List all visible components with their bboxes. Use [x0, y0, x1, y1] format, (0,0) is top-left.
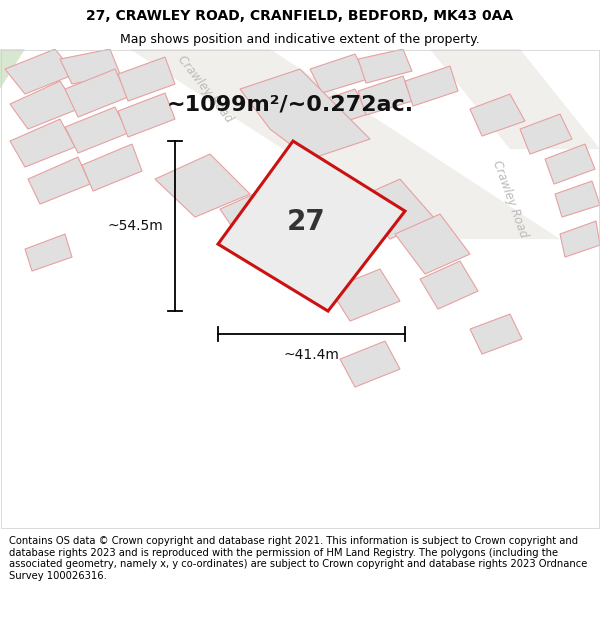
Polygon shape [470, 94, 525, 136]
Polygon shape [25, 234, 72, 271]
Polygon shape [560, 221, 600, 257]
Polygon shape [330, 269, 400, 321]
Polygon shape [155, 154, 250, 217]
Polygon shape [358, 49, 412, 83]
Text: 27, CRAWLEY ROAD, CRANFIELD, BEDFORD, MK43 0AA: 27, CRAWLEY ROAD, CRANFIELD, BEDFORD, MK… [86, 9, 514, 23]
Polygon shape [358, 76, 412, 115]
Polygon shape [218, 141, 405, 311]
Polygon shape [10, 119, 75, 167]
Polygon shape [470, 314, 522, 354]
Text: Crawley Road: Crawley Road [490, 159, 530, 239]
Text: Contains OS data © Crown copyright and database right 2021. This information is : Contains OS data © Crown copyright and d… [9, 536, 587, 581]
Polygon shape [310, 54, 368, 93]
Polygon shape [65, 69, 128, 117]
Polygon shape [355, 179, 435, 239]
Text: ~54.5m: ~54.5m [107, 219, 163, 233]
Polygon shape [240, 69, 370, 159]
Polygon shape [340, 341, 400, 387]
Polygon shape [405, 66, 458, 106]
Polygon shape [310, 89, 368, 129]
Text: Map shows position and indicative extent of the property.: Map shows position and indicative extent… [120, 32, 480, 46]
Polygon shape [420, 261, 478, 309]
Polygon shape [130, 49, 560, 239]
Polygon shape [118, 57, 175, 101]
Polygon shape [65, 107, 128, 153]
Polygon shape [60, 49, 120, 84]
Polygon shape [118, 93, 175, 137]
Polygon shape [220, 189, 280, 231]
Polygon shape [5, 49, 75, 94]
Polygon shape [10, 81, 78, 129]
Polygon shape [520, 114, 572, 154]
Text: ~41.4m: ~41.4m [284, 348, 340, 362]
Polygon shape [545, 144, 595, 184]
Text: ~1099m²/~0.272ac.: ~1099m²/~0.272ac. [166, 94, 413, 114]
Polygon shape [0, 49, 25, 89]
Polygon shape [430, 49, 600, 149]
Polygon shape [28, 157, 90, 204]
Text: Crawley Road: Crawley Road [175, 53, 235, 125]
Polygon shape [395, 214, 470, 274]
Polygon shape [82, 144, 142, 191]
Text: 27: 27 [287, 208, 325, 236]
Polygon shape [555, 181, 600, 217]
